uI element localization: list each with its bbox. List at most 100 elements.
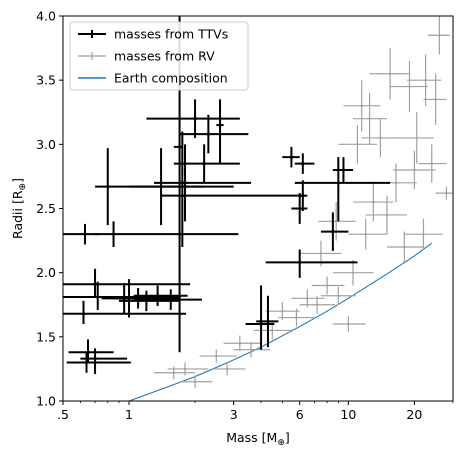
rv-point bbox=[332, 259, 374, 286]
data-marker bbox=[434, 98, 437, 101]
y-tick-label: 1.5 bbox=[36, 329, 56, 344]
data-marker bbox=[368, 117, 371, 120]
data-marker bbox=[388, 72, 392, 75]
earth-composition-line bbox=[128, 242, 433, 401]
data-marker bbox=[271, 329, 274, 332]
data-marker bbox=[295, 316, 298, 319]
data-marker bbox=[93, 357, 97, 361]
rv-point bbox=[419, 144, 447, 183]
ttv-point bbox=[265, 249, 358, 278]
ttv-point bbox=[133, 289, 202, 310]
y-tick-label: 4.0 bbox=[36, 9, 56, 24]
data-marker bbox=[379, 136, 382, 140]
legend-label: masses from RV bbox=[114, 49, 215, 64]
y-tick-label: 3.0 bbox=[36, 137, 56, 152]
data-marker bbox=[86, 350, 90, 354]
y-tick-label: 2.0 bbox=[36, 265, 56, 280]
ttv-point bbox=[320, 212, 349, 251]
x-axis-ticks: .5 1 3 6 10 20 bbox=[57, 401, 454, 422]
ttv-point bbox=[256, 295, 279, 348]
rv-point bbox=[361, 118, 399, 158]
data-marker bbox=[106, 185, 110, 189]
legend-label: masses from TTVs bbox=[114, 27, 228, 42]
data-marker bbox=[281, 309, 284, 313]
ttv-point bbox=[294, 157, 391, 222]
legend: masses from TTVs masses from RV Earth comp… bbox=[69, 21, 249, 91]
rv-point bbox=[332, 316, 366, 332]
data-marker bbox=[394, 181, 398, 185]
x-tick-label: 1 bbox=[125, 407, 133, 422]
data-marker bbox=[319, 252, 323, 255]
ttv-point bbox=[63, 281, 181, 310]
data-marker bbox=[356, 143, 359, 146]
rv-point bbox=[365, 195, 407, 235]
legend-entry: masses from TTVs bbox=[78, 27, 228, 42]
rv-series bbox=[154, 16, 453, 389]
data-marker bbox=[347, 322, 350, 326]
data-marker bbox=[206, 132, 210, 136]
data-marker bbox=[81, 312, 86, 316]
rv-point bbox=[348, 218, 387, 250]
data-marker bbox=[172, 371, 175, 374]
rv-point bbox=[320, 286, 356, 305]
ttv-point bbox=[332, 157, 354, 183]
rv-point bbox=[435, 186, 453, 200]
ttv-point bbox=[216, 99, 224, 164]
data-marker bbox=[218, 123, 222, 127]
rv-point bbox=[318, 202, 356, 241]
data-marker bbox=[193, 117, 197, 121]
data-marker bbox=[424, 78, 427, 82]
data-marker bbox=[445, 191, 448, 195]
rv-point bbox=[223, 335, 262, 351]
y-tick-label: 2.5 bbox=[36, 201, 56, 216]
data-marker bbox=[111, 232, 116, 236]
rv-point bbox=[423, 73, 447, 126]
ttv-point bbox=[80, 348, 128, 375]
data-marker bbox=[159, 185, 163, 189]
data-marker bbox=[266, 319, 270, 324]
rv-point bbox=[199, 349, 237, 363]
data-marker bbox=[315, 303, 319, 306]
x-tick-label: 6 bbox=[296, 407, 304, 422]
rv-point bbox=[278, 308, 315, 327]
data-marker bbox=[169, 298, 173, 302]
data-marker bbox=[331, 230, 335, 234]
data-marker bbox=[430, 162, 433, 165]
data-marker bbox=[259, 322, 263, 326]
data-marker bbox=[301, 161, 305, 166]
rv-point bbox=[299, 295, 336, 314]
y-axis-label: Radii [R⊕] bbox=[10, 178, 28, 239]
data-marker bbox=[334, 220, 338, 223]
rv-point bbox=[427, 16, 450, 55]
rv-point bbox=[179, 375, 213, 389]
data-marker bbox=[83, 232, 87, 236]
data-marker bbox=[413, 168, 416, 172]
y-axis-ticks: 1.0 1.5 2.0 2.5 3.0 3.5 4.0 bbox=[36, 9, 63, 409]
ttv-point bbox=[63, 223, 100, 245]
ttv-point bbox=[179, 114, 249, 154]
data-marker bbox=[336, 181, 340, 185]
data-marker bbox=[422, 232, 425, 236]
ttv-point bbox=[294, 153, 315, 174]
ttv-point bbox=[146, 99, 240, 138]
data-marker bbox=[341, 168, 346, 172]
x-tick-label: .5 bbox=[57, 407, 69, 422]
rv-point bbox=[343, 80, 381, 132]
data-marker bbox=[96, 295, 100, 299]
data-marker bbox=[438, 34, 441, 37]
rv-point bbox=[233, 341, 271, 358]
data-marker bbox=[364, 232, 367, 236]
data-marker bbox=[156, 294, 160, 298]
data-marker bbox=[298, 206, 302, 211]
data-marker bbox=[215, 354, 218, 358]
data-marker bbox=[408, 85, 411, 88]
x-tick-label: 20 bbox=[406, 407, 422, 422]
data-marker bbox=[202, 161, 206, 166]
data-marker bbox=[372, 200, 375, 204]
ttv-point bbox=[298, 180, 308, 212]
ttv-point bbox=[173, 144, 240, 183]
ttv-point bbox=[245, 285, 275, 350]
data-marker bbox=[93, 282, 97, 286]
y-tick-label: 1.0 bbox=[36, 394, 56, 409]
